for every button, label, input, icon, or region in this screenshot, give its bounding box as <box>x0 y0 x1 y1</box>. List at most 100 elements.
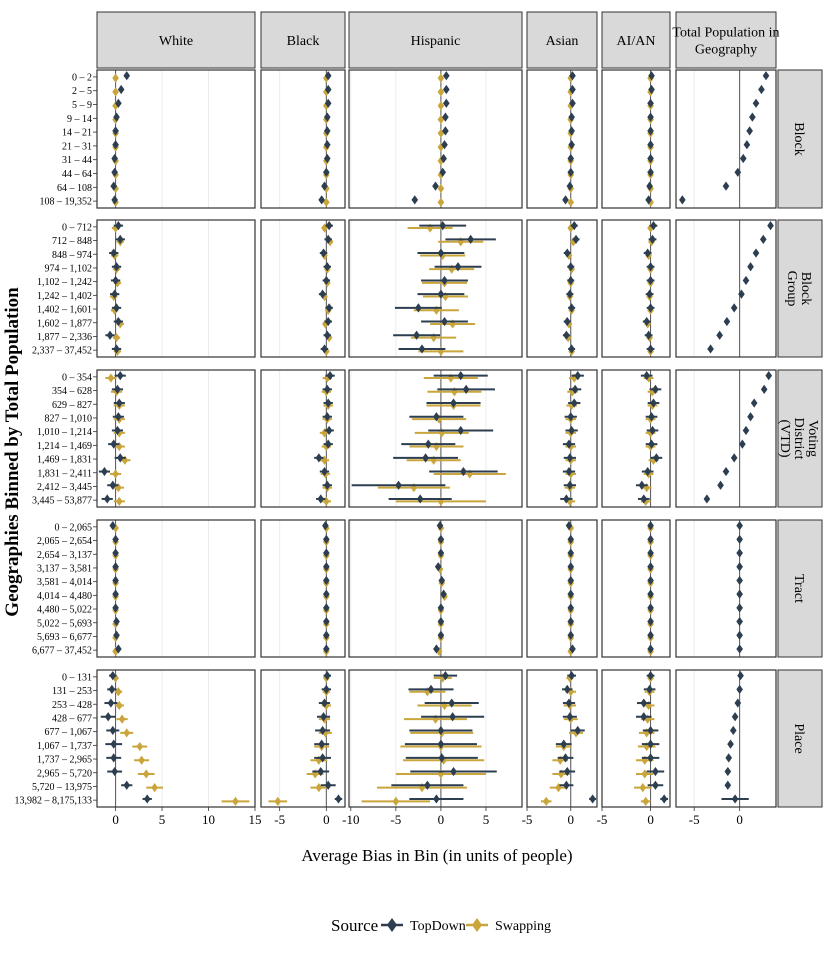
point-topdown <box>123 71 131 81</box>
point-topdown <box>722 466 730 477</box>
y-tick-label: 3,581 – 4,014 <box>37 577 92 588</box>
y-tick-label: 0 – 131 <box>62 672 92 683</box>
point-topdown <box>652 384 659 394</box>
point-topdown <box>113 616 120 627</box>
point-topdown <box>437 616 445 627</box>
x-tick-label: -10 <box>342 812 359 827</box>
point-topdown <box>567 589 575 599</box>
point-topdown <box>433 412 440 422</box>
point-topdown <box>731 712 739 722</box>
x-tick-label: -5 <box>274 812 285 827</box>
x-tick-label: 15 <box>249 812 262 827</box>
point-swapping <box>437 496 445 506</box>
panel <box>601 369 671 508</box>
y-tick-label: 13,982 – 8,175,133 <box>15 796 93 807</box>
point-topdown <box>424 780 431 790</box>
y-tick-label: 253 – 428 <box>52 700 92 711</box>
point-topdown <box>567 262 575 272</box>
point-topdown <box>647 153 654 164</box>
column-strip-label: Black <box>287 34 320 49</box>
point-topdown <box>747 412 754 422</box>
point-topdown <box>326 371 334 381</box>
point-topdown <box>111 153 118 164</box>
point-topdown <box>567 603 575 613</box>
point-topdown <box>759 234 767 244</box>
point-topdown <box>449 712 456 722</box>
point-topdown <box>319 289 326 299</box>
point-topdown <box>645 330 652 340</box>
y-tick-label: 974 – 1,102 <box>45 263 93 274</box>
point-topdown <box>679 195 686 205</box>
panel <box>348 519 523 658</box>
y-tick-label: 2,965 – 5,720 <box>37 768 92 779</box>
point-topdown <box>660 794 668 804</box>
point-topdown <box>321 344 328 354</box>
point-topdown <box>567 616 575 627</box>
point-topdown <box>437 630 445 640</box>
point-swapping <box>232 796 239 806</box>
point-swapping <box>112 87 119 97</box>
row-strip <box>777 519 823 658</box>
point-topdown <box>569 644 576 654</box>
point-topdown <box>462 384 470 394</box>
panel <box>601 669 671 808</box>
point-topdown <box>116 371 124 381</box>
point-topdown <box>647 344 654 354</box>
column-strip-label: White <box>159 34 193 49</box>
y-tick-label: 0 – 2,065 <box>55 522 93 533</box>
point-swapping <box>115 428 123 438</box>
point-topdown <box>437 534 445 544</box>
point-topdown <box>111 167 118 177</box>
y-tick-label: 2,065 – 2,654 <box>37 536 92 547</box>
point-topdown <box>752 248 760 258</box>
panel <box>96 669 256 808</box>
point-topdown <box>727 739 734 749</box>
point-topdown <box>567 534 575 544</box>
point-topdown <box>649 425 656 436</box>
point-topdown <box>647 616 654 627</box>
point-topdown <box>323 534 330 544</box>
panel <box>260 219 346 358</box>
point-topdown <box>321 181 328 191</box>
point-topdown <box>323 603 330 613</box>
point-swapping <box>115 441 123 452</box>
point-topdown <box>724 780 732 790</box>
point-topdown <box>416 494 424 504</box>
point-topdown <box>723 316 731 327</box>
point-topdown <box>645 195 652 205</box>
panel <box>526 219 598 358</box>
point-topdown <box>442 671 449 681</box>
point-topdown <box>569 98 576 108</box>
column-strips: White Black Hispanic Asian AI/AN Total Popula… <box>96 11 780 69</box>
point-topdown <box>647 630 654 640</box>
y-tick-label: 428 – 677 <box>52 713 92 724</box>
point-topdown <box>335 794 342 804</box>
point-topdown <box>647 753 654 763</box>
y-tick-label: 2,412 – 3,445 <box>37 482 92 493</box>
point-swapping <box>643 483 650 493</box>
point-topdown <box>739 153 747 164</box>
x-tick-label: 0 <box>112 812 119 827</box>
point-topdown <box>317 494 325 504</box>
point-topdown <box>115 316 122 327</box>
column-strip-label: Total Population in <box>672 26 779 41</box>
panel <box>260 519 346 658</box>
point-topdown <box>567 153 575 164</box>
point-topdown <box>647 562 654 572</box>
panel <box>601 69 671 209</box>
point-swapping <box>641 769 649 779</box>
panel <box>348 669 523 808</box>
legend-item-swapping: Swapping <box>466 918 551 934</box>
point-topdown <box>653 453 660 463</box>
y-tick-label: 1,877 – 2,336 <box>37 332 92 343</box>
point-topdown <box>323 644 330 654</box>
x-tick-label: -5 <box>390 812 401 827</box>
point-swapping <box>568 400 575 411</box>
point-topdown <box>565 521 573 531</box>
point-topdown <box>647 521 654 531</box>
panel <box>96 219 256 358</box>
point-topdown <box>574 725 582 736</box>
y-tick-label: 1,010 – 1,214 <box>37 427 92 438</box>
point-swapping <box>114 278 121 288</box>
point-swapping <box>437 197 445 207</box>
